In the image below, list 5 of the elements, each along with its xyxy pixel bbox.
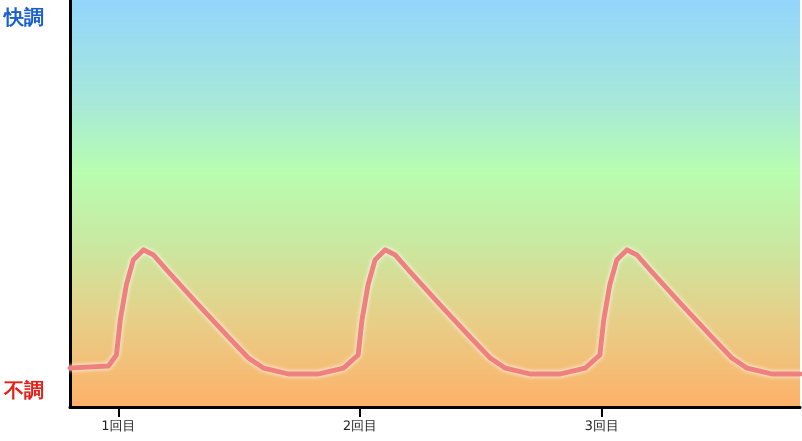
- text: 快調: [4, 4, 44, 31]
- x-tick-label: 2回目: [342, 419, 378, 434]
- x-tick-label: 1回目: [101, 419, 136, 434]
- text: 不調: [4, 377, 44, 404]
- x-tick-label: 3回目: [584, 419, 619, 434]
